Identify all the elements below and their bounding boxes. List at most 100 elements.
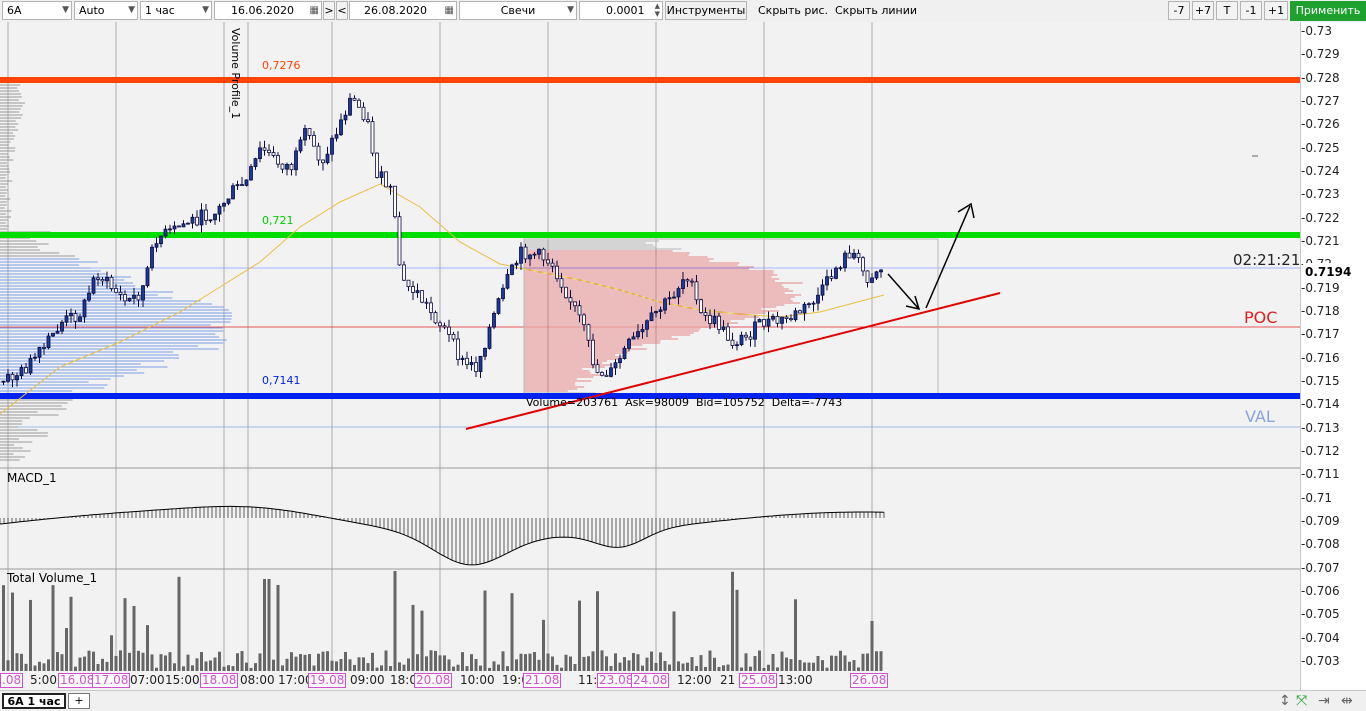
tab-6a-1h[interactable]: 6A 1 час [2,693,66,709]
candle-body [19,367,24,377]
arrow-down-drawing[interactable] [887,273,919,309]
volume-bar [308,654,311,671]
volume-bar [344,651,347,671]
volume-bar [272,659,275,671]
candle-body [816,294,820,304]
candle-body [604,374,609,377]
time-label: 07:00 [130,673,165,687]
date-to-value: 26.08.2020 [364,4,427,17]
mode-value: Auto [79,4,105,17]
volume-bar [47,659,50,671]
plus1-button[interactable]: +1 [1264,1,1288,20]
candle-body [244,179,249,186]
volume-bar [816,655,820,671]
volume-bar [560,667,563,671]
volume-bar [240,651,244,671]
candle-body [703,312,708,316]
candle-body [532,253,537,256]
time-label: 18:0 [390,673,417,687]
candle-body [672,296,676,299]
volume-bar [483,590,487,671]
price-tick-label: -0.729 [1301,47,1340,62]
resize-vertical-icon[interactable]: ↕ [1279,693,1291,709]
volume-bar [479,665,482,671]
candle-body [253,158,258,167]
candle-body [847,252,852,259]
candle-body [564,286,568,299]
candle-body [249,166,253,181]
candle-body [87,292,91,301]
candle-body [784,316,789,319]
candle-body [730,339,735,346]
date-to-input[interactable]: 26.08.2020 ▦ [349,1,457,20]
minus1-button[interactable]: -1 [1240,1,1262,20]
tick-size-input[interactable]: 0.0001 ▲ ▼ [579,1,663,20]
price-tick-label: -0.706 [1301,583,1340,598]
level-label-low: 0,7141 [262,374,301,387]
date-from-input[interactable]: 16.06.2020 ▦ [214,1,322,20]
minus7-button[interactable]: -7 [1168,1,1190,20]
expand-horizontal-icon[interactable]: ⇹ [1341,693,1353,709]
mode-select[interactable]: Auto ▼ [74,1,138,20]
trendline[interactable] [465,292,1001,430]
volume-bar [533,652,536,671]
volume-bar [110,635,113,671]
candle-body [114,288,118,293]
apply-button[interactable]: Применить [1290,1,1366,21]
volume-bar [672,611,676,671]
candle-body [874,271,879,279]
volume-bar [555,664,559,671]
add-tab-button[interactable]: + [68,693,90,709]
timeframe-select[interactable]: 1 час ▼ [140,1,212,20]
fullscreen-icon[interactable]: ⤧ [1296,693,1308,709]
volume-bar [204,661,208,671]
candle-body [96,277,100,280]
candle-body [316,145,321,161]
volume-bar [105,661,109,671]
bottom-bar: 6A 1 час + ↕ ⤧ ⇥ ⇹ [0,690,1366,711]
candle-body [339,119,343,136]
level-label-mid: 0,721 [262,214,294,227]
volume-bar [249,667,253,671]
arrow-up-drawing[interactable] [925,205,971,309]
volume-bar [294,656,298,671]
candle-body [456,338,460,361]
candle-body [321,159,325,164]
chart-style-select[interactable]: Свечи ▼ [459,1,577,20]
candle-body [366,119,370,123]
spinner-icon[interactable]: ▲ ▼ [654,2,660,18]
shrink-horizontal-icon[interactable]: ⇥ [1318,693,1330,709]
nav-forward-button[interactable]: > [323,1,335,20]
price-axis[interactable]: -0.73 -0.729 -0.728 -0.727 -0.726 -0.725 -0.72… [1300,22,1366,690]
macd-signal-line [0,505,885,566]
calendar-icon[interactable]: ▦ [309,5,319,16]
volume-bar [11,592,14,671]
volume-bar [362,657,365,671]
hide-drawings-button[interactable]: Скрыть рис. [758,4,829,17]
plus7-button[interactable]: +7 [1192,1,1214,20]
time-day-label: 25.08 [739,673,778,688]
moving-average [0,183,885,415]
time-label: 17:00 [278,673,313,687]
volume-bar [506,666,509,671]
volume-bar [614,653,617,671]
instruments-button[interactable]: Инструменты [665,1,747,20]
price-tick-label: -0.719 [1301,280,1340,295]
support-level-blue [0,393,1300,399]
symbol-select[interactable]: 6A ▼ [2,1,72,20]
candle-body [631,336,636,340]
candle-body [447,326,451,335]
candle-body [721,326,726,330]
hide-lines-button[interactable]: Скрыть линии [835,4,918,17]
volume-bar [474,659,478,671]
volume-bar [33,665,37,671]
volume-bar [690,657,694,671]
volume-bar [870,621,874,671]
nav-back-button[interactable]: < [336,1,348,20]
t-button[interactable]: T [1216,1,1238,20]
calendar-icon[interactable]: ▦ [444,5,454,16]
price-tick-label: -0.721 [1301,233,1340,248]
volume-bar [353,664,356,671]
candle-body [663,298,667,311]
chart-area[interactable]: Volume Profile_1 0,7276 0,721 0,7141 POC… [0,22,1300,690]
